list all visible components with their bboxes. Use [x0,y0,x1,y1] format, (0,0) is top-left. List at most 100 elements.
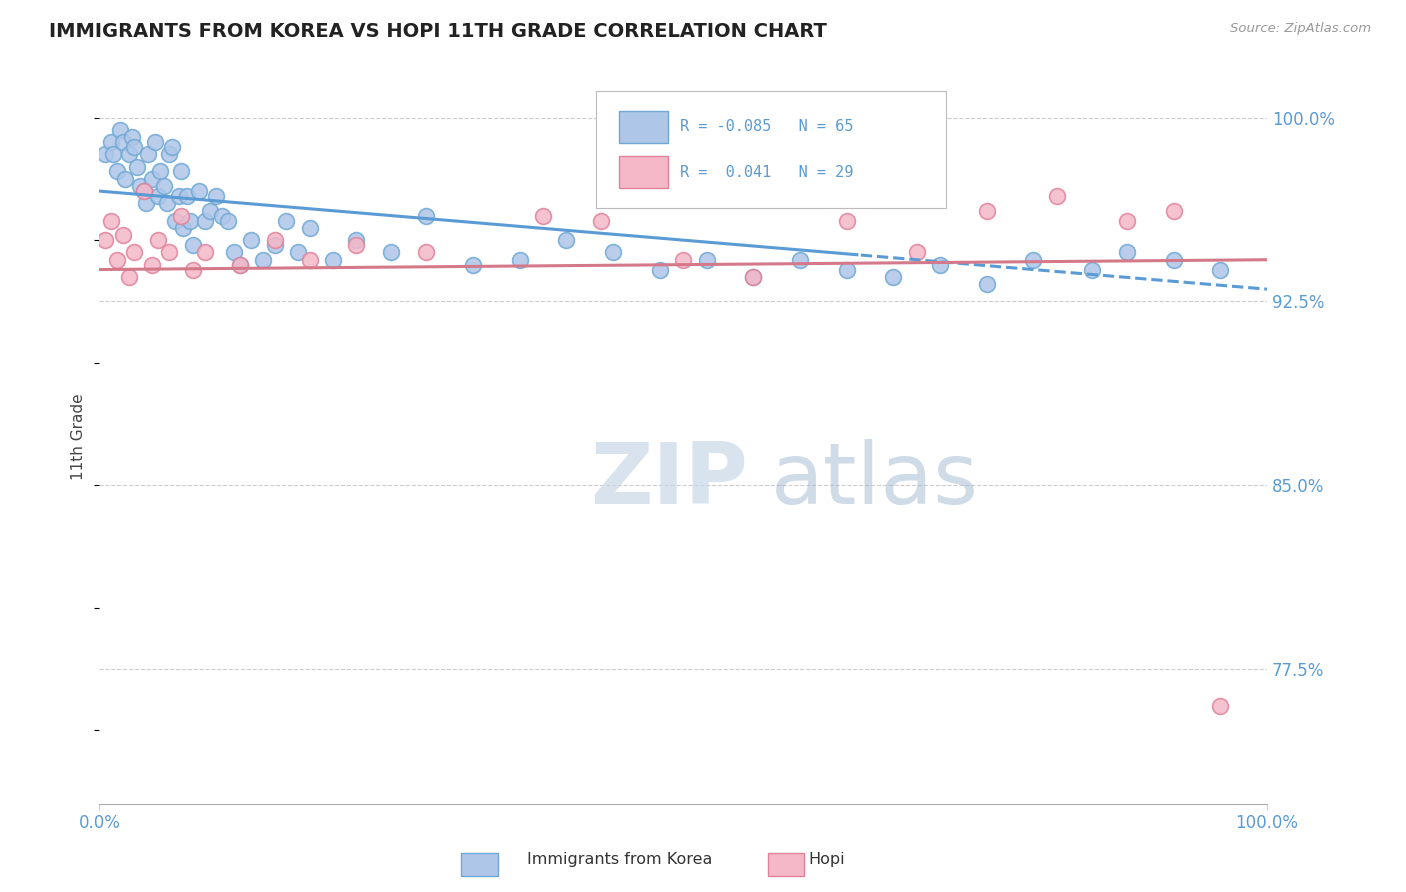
Point [228,258,250,272]
Point [835,213,858,227]
Point [287,245,309,260]
Point [905,245,928,260]
FancyBboxPatch shape [596,91,946,208]
Point [1022,252,1045,267]
Text: R = -0.085   N = 65: R = -0.085 N = 65 [679,120,853,135]
Text: R =  0.041   N = 29: R = 0.041 N = 29 [679,164,853,179]
Point [94,233,117,247]
Point [1209,698,1232,713]
Point [187,184,209,198]
Point [1115,213,1137,227]
Point [742,269,765,284]
Point [100,213,122,227]
Point [159,245,181,260]
Point [125,160,148,174]
Text: Immigrants from Korea: Immigrants from Korea [527,852,713,867]
Point [276,213,298,227]
Point [111,228,134,243]
Point [167,189,190,203]
Point [160,140,183,154]
Point [1081,262,1104,277]
Text: Source: ZipAtlas.com: Source: ZipAtlas.com [1230,22,1371,36]
Point [322,252,344,267]
Point [146,233,169,247]
Point [205,189,228,203]
Point [132,184,155,198]
Point [100,135,122,149]
Point [105,252,128,267]
Point [159,147,181,161]
Point [173,220,195,235]
Point [211,209,233,223]
Point [298,220,321,235]
Point [976,277,998,292]
Point [252,252,274,267]
Point [117,147,139,161]
Text: atlas: atlas [770,439,979,522]
Point [193,213,215,227]
Point [531,209,554,223]
Point [124,140,146,154]
Point [103,147,125,161]
Point [105,164,128,178]
Point [124,245,146,260]
Point [648,262,671,277]
Point [165,213,187,227]
Point [193,245,215,260]
Text: IMMIGRANTS FROM KOREA VS HOPI 11TH GRADE CORRELATION CHART: IMMIGRANTS FROM KOREA VS HOPI 11TH GRADE… [49,22,827,41]
Point [132,184,155,198]
Y-axis label: 11th Grade: 11th Grade [72,393,86,480]
Point [110,123,132,137]
Point [222,245,245,260]
Point [1115,245,1137,260]
Point [141,258,163,272]
Point [149,164,172,178]
Point [263,233,285,247]
Point [882,269,904,284]
Point [217,213,239,227]
Point [380,245,402,260]
Point [152,179,174,194]
Point [200,203,222,218]
Point [602,245,624,260]
Point [94,147,117,161]
Point [1163,203,1185,218]
Point [263,238,285,252]
Text: ZIP: ZIP [589,439,748,522]
Point [135,196,157,211]
Point [111,135,134,149]
Point [240,233,263,247]
Point [138,147,160,161]
Point [1046,189,1069,203]
Point [591,213,613,227]
Point [415,209,437,223]
Point [344,238,367,252]
Point [156,196,179,211]
Point [181,262,204,277]
Point [742,269,765,284]
Point [696,252,718,267]
FancyBboxPatch shape [619,156,668,188]
Point [228,258,250,272]
Point [929,258,952,272]
Point [129,179,152,194]
FancyBboxPatch shape [619,111,668,143]
Point [1163,252,1185,267]
Point [976,203,998,218]
Point [298,252,321,267]
Point [170,209,193,223]
Point [170,164,193,178]
Point [176,189,198,203]
Point [117,269,139,284]
Text: Hopi: Hopi [808,852,845,867]
Point [344,233,367,247]
Point [181,238,204,252]
Point [509,252,531,267]
Point [1209,262,1232,277]
Point [121,130,143,145]
Point [114,171,136,186]
Point [145,135,167,149]
Point [461,258,484,272]
Point [141,171,163,186]
Point [555,233,578,247]
